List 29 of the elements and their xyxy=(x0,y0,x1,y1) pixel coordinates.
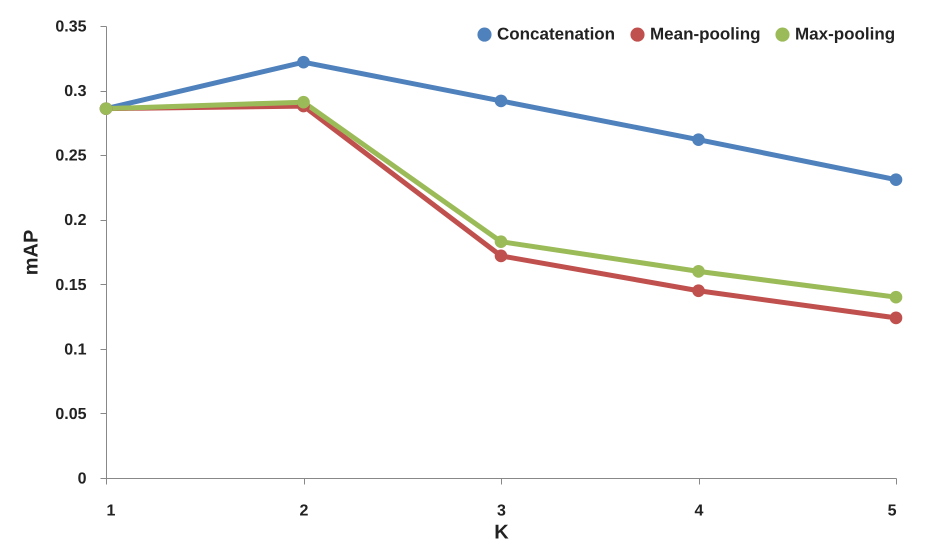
y-tick-label: 0.1 xyxy=(64,341,87,358)
y-tick-label: 0.05 xyxy=(55,406,87,423)
x-axis-title: K xyxy=(494,522,510,544)
y-axis-title: mAP xyxy=(20,230,42,276)
x-tick-label: 5 xyxy=(888,502,897,520)
legend-label: Mean-pooling xyxy=(650,24,760,44)
y-tick-label: 0.2 xyxy=(64,212,87,230)
y-tick-label: 0.3 xyxy=(64,83,87,100)
legend-label: Max-pooling xyxy=(795,24,896,44)
point xyxy=(890,290,902,304)
point xyxy=(890,312,902,324)
y-tick-label: 0.25 xyxy=(55,148,87,165)
x-tick-label: 4 xyxy=(694,502,704,520)
point xyxy=(692,133,705,146)
y-tick-label: 0.15 xyxy=(55,276,87,294)
x-tick-label: 3 xyxy=(497,502,506,520)
legend-label: Concatenation xyxy=(497,24,616,44)
point xyxy=(297,96,310,109)
x-tick-label: 1 xyxy=(106,502,116,520)
point xyxy=(692,284,705,298)
y-tick-label: 0.35 xyxy=(55,18,87,36)
y-tick-label: 0 xyxy=(78,470,87,488)
point xyxy=(494,250,508,262)
point xyxy=(297,56,310,68)
point xyxy=(494,94,508,108)
point xyxy=(494,235,508,248)
x-tick-label: 2 xyxy=(300,502,309,520)
point xyxy=(890,173,902,186)
point xyxy=(692,265,705,278)
